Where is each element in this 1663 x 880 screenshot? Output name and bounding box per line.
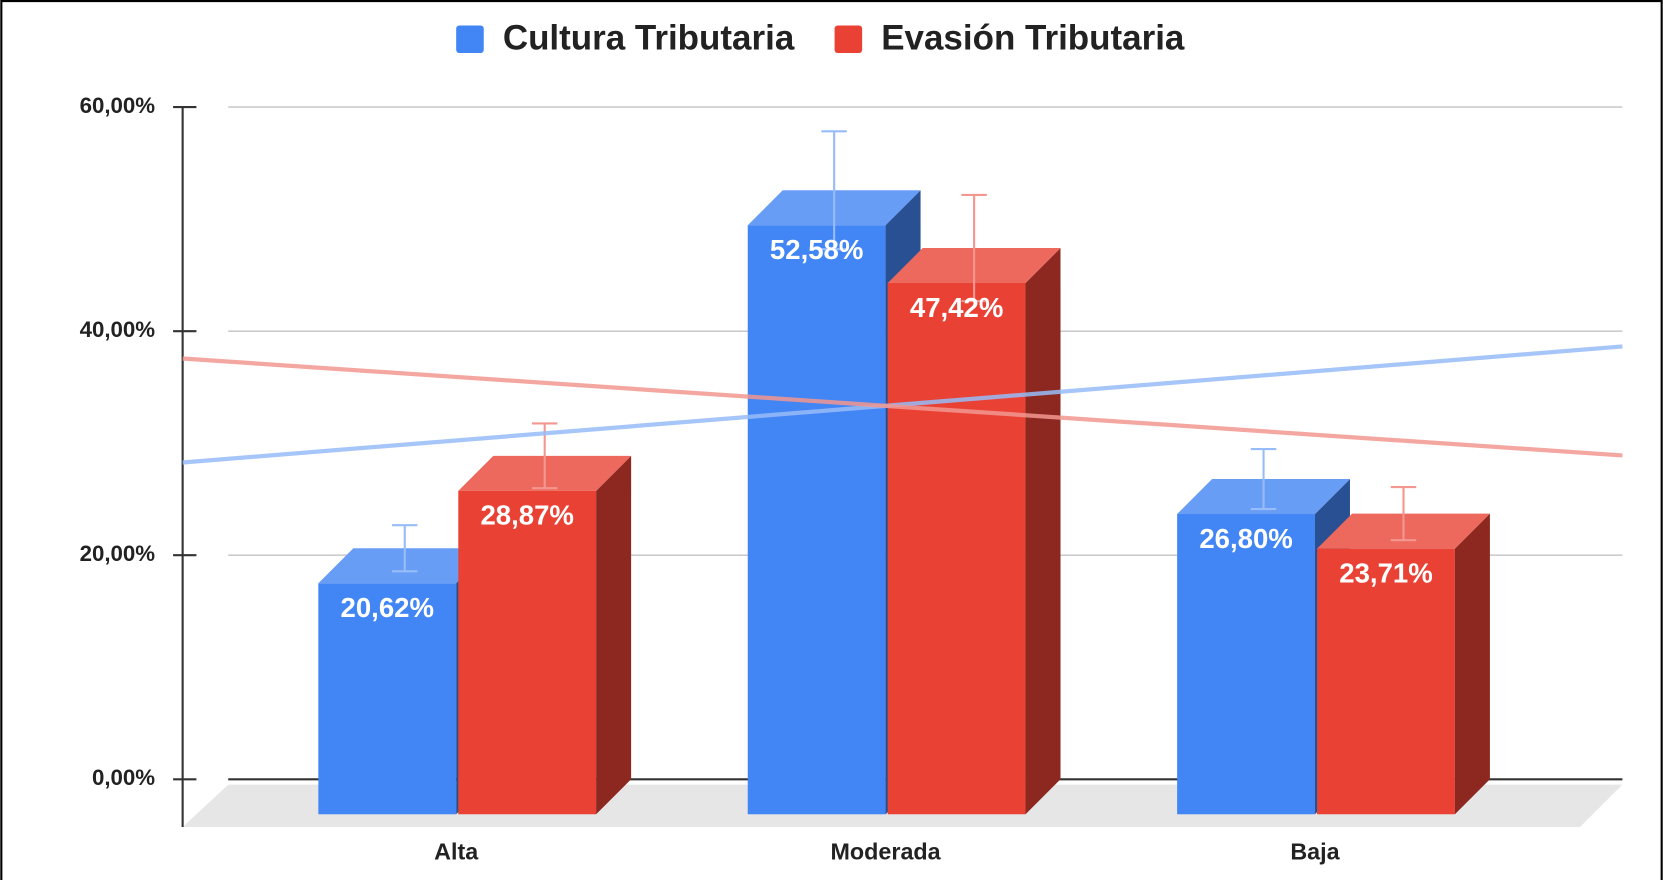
bar-side xyxy=(1025,248,1061,815)
trendline xyxy=(182,356,1623,458)
value-label: 52,58% xyxy=(770,234,863,265)
value-label: 26,80% xyxy=(1199,523,1292,554)
trendline xyxy=(182,344,1623,465)
y-tick-label: 0,00% xyxy=(92,765,155,790)
value-label: 23,71% xyxy=(1339,557,1432,588)
legend-swatch xyxy=(834,25,863,54)
x-tick-label: Baja xyxy=(1290,839,1340,865)
legend-label: Cultura Tributaria xyxy=(503,19,795,58)
x-tick-label: Alta xyxy=(434,839,479,865)
y-tick-label: 60,00% xyxy=(80,93,156,118)
bar-front xyxy=(1317,548,1455,815)
value-label: 28,87% xyxy=(480,500,573,531)
bar-front xyxy=(747,225,886,815)
y-tick-label: 20,00% xyxy=(80,541,156,566)
bar-side xyxy=(1454,513,1490,815)
legend-swatch xyxy=(456,25,484,54)
legend-label: Evasión Tributaria xyxy=(881,19,1185,58)
x-tick-label: Moderada xyxy=(831,839,942,865)
bar-front xyxy=(887,283,1026,815)
bar-front xyxy=(1177,514,1315,815)
value-label: 20,62% xyxy=(341,592,434,623)
bar-front xyxy=(318,583,457,815)
bar-side xyxy=(596,455,632,815)
bar-front xyxy=(458,490,597,815)
y-tick-label: 40,00% xyxy=(80,317,156,342)
value-label: 47,42% xyxy=(910,292,1003,323)
